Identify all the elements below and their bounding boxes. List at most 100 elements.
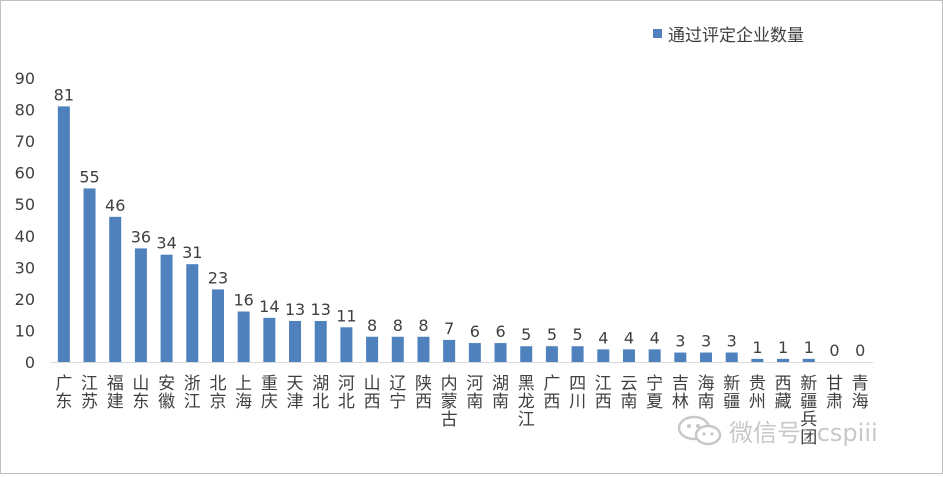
watermark-text: 微信号: cspiii bbox=[729, 419, 878, 447]
category-label: 山东 bbox=[132, 374, 149, 412]
data-label: 1 bbox=[752, 338, 762, 357]
data-label: 4 bbox=[624, 328, 634, 347]
data-label: 0 bbox=[855, 341, 865, 360]
category-label: 甘肃 bbox=[826, 374, 843, 412]
wechat-icon bbox=[677, 415, 722, 445]
y-tick-label: 70 bbox=[15, 132, 35, 151]
data-label: 1 bbox=[778, 338, 788, 357]
bar bbox=[571, 346, 584, 362]
bar bbox=[468, 343, 481, 362]
data-label: 5 bbox=[573, 325, 583, 344]
data-label: 34 bbox=[156, 234, 176, 253]
data-label: 13 bbox=[311, 300, 331, 319]
category-label: 青海 bbox=[852, 374, 869, 412]
data-label: 3 bbox=[727, 332, 737, 351]
category-label: 湖北 bbox=[312, 374, 329, 412]
data-label: 36 bbox=[131, 227, 151, 246]
y-tick-label: 80 bbox=[15, 101, 35, 120]
bar bbox=[751, 358, 764, 362]
bar bbox=[648, 349, 661, 362]
category-label: 陕西 bbox=[415, 374, 432, 412]
data-label: 16 bbox=[233, 291, 253, 310]
category-label: 上海 bbox=[235, 374, 252, 412]
category-label: 云南 bbox=[620, 374, 637, 412]
y-tick-label: 90 bbox=[15, 69, 35, 88]
bar bbox=[494, 343, 507, 362]
data-label: 8 bbox=[393, 316, 403, 335]
watermark: 微信号: cspiii bbox=[677, 413, 878, 448]
y-tick-label: 60 bbox=[15, 164, 35, 183]
category-label: 福建 bbox=[107, 374, 124, 412]
bar bbox=[366, 336, 379, 362]
legend: 通过评定企业数量 bbox=[653, 21, 804, 46]
data-label: 11 bbox=[336, 306, 356, 325]
data-label: 5 bbox=[547, 325, 557, 344]
bar bbox=[443, 339, 456, 362]
bar bbox=[109, 216, 122, 362]
category-label: 新疆 bbox=[723, 374, 740, 412]
y-tick-label: 50 bbox=[15, 195, 35, 214]
category-label: 安徽 bbox=[158, 374, 175, 412]
bar bbox=[289, 320, 302, 362]
data-label: 8 bbox=[418, 316, 428, 335]
category-label: 天津 bbox=[287, 374, 304, 412]
data-label: 4 bbox=[598, 328, 608, 347]
bar bbox=[134, 248, 147, 362]
bar bbox=[314, 320, 327, 362]
data-label: 31 bbox=[182, 243, 202, 262]
bar bbox=[237, 311, 250, 362]
bar bbox=[597, 349, 610, 362]
bar bbox=[340, 327, 353, 362]
category-label: 广东 bbox=[55, 374, 72, 412]
bar bbox=[57, 106, 70, 363]
data-label: 13 bbox=[285, 300, 305, 319]
category-label: 广西 bbox=[543, 374, 560, 412]
category-label: 西藏 bbox=[775, 374, 792, 412]
data-label: 46 bbox=[105, 196, 125, 215]
bar bbox=[520, 346, 533, 362]
data-label: 8 bbox=[367, 316, 377, 335]
data-label: 4 bbox=[650, 328, 660, 347]
data-label: 23 bbox=[208, 268, 228, 287]
bar bbox=[802, 358, 815, 362]
category-label: 重庆 bbox=[261, 374, 278, 412]
category-label: 江西 bbox=[595, 374, 612, 412]
bar bbox=[160, 254, 173, 362]
category-label: 黑龙江 bbox=[518, 374, 535, 430]
bar bbox=[622, 349, 635, 362]
category-label: 山西 bbox=[364, 374, 381, 412]
data-label: 7 bbox=[444, 319, 454, 338]
category-label: 辽宁 bbox=[389, 374, 406, 412]
data-label: 81 bbox=[54, 85, 74, 104]
bar bbox=[391, 336, 404, 362]
bar bbox=[674, 352, 687, 362]
data-label: 14 bbox=[259, 297, 279, 316]
category-label: 新疆兵团 bbox=[800, 374, 817, 448]
y-tick-label: 30 bbox=[15, 258, 35, 277]
bar bbox=[83, 188, 96, 362]
category-label: 北京 bbox=[209, 374, 226, 412]
y-tick-label: 10 bbox=[15, 321, 35, 340]
category-label: 吉林 bbox=[672, 374, 689, 412]
bar bbox=[417, 336, 430, 362]
legend-swatch bbox=[653, 29, 662, 38]
data-label: 6 bbox=[470, 322, 480, 341]
bar bbox=[777, 358, 790, 362]
category-label: 贵州 bbox=[749, 374, 766, 412]
data-label: 5 bbox=[521, 325, 531, 344]
bar bbox=[545, 346, 558, 362]
category-label: 河南 bbox=[466, 374, 483, 412]
data-label: 0 bbox=[829, 341, 839, 360]
category-label: 内蒙古 bbox=[441, 374, 458, 430]
bar bbox=[263, 317, 276, 362]
data-label: 1 bbox=[804, 338, 814, 357]
bar bbox=[700, 352, 713, 362]
bar bbox=[186, 264, 199, 362]
category-label: 河北 bbox=[338, 374, 355, 412]
category-label: 江苏 bbox=[81, 374, 98, 412]
category-label: 湖南 bbox=[492, 374, 509, 412]
y-tick-label: 20 bbox=[15, 290, 35, 309]
category-label: 海南 bbox=[698, 374, 715, 412]
